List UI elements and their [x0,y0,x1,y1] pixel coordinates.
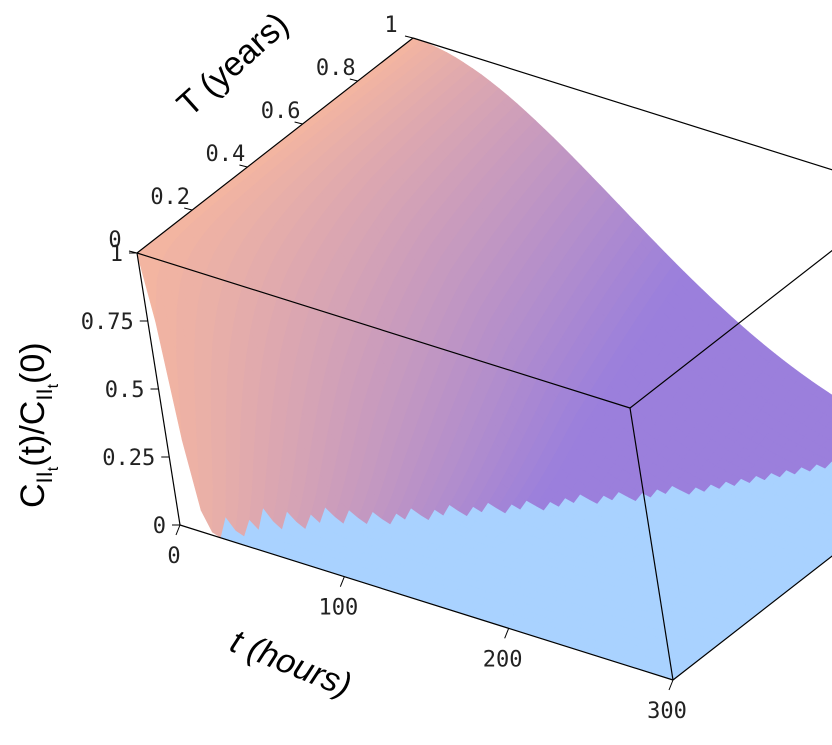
box-edge [412,37,832,171]
x-tick-mark [339,576,345,587]
y-tick-mark [294,121,303,125]
y-tick-label: 0 [108,228,121,253]
x-tick-mark [504,628,510,639]
z-axis-label: CIIt(t)/CIIt(0) [14,342,62,508]
box-edge [629,407,674,681]
surface-layer [136,37,832,681]
x-tick-label: 300 [647,699,687,724]
y-tick-mark [239,164,248,168]
box-edge [136,252,631,409]
box-edge [136,37,414,254]
box-edge [629,249,832,409]
y-tick-label: 0.6 [261,99,301,124]
z-tick-label: 0.75 [81,310,134,335]
x-tick-label: 200 [483,647,523,672]
y-tick-mark [404,35,414,39]
svg-text:CIIt(t)/CIIt(0): CIIt(t)/CIIt(0) [14,342,62,508]
x-tick-mark [175,524,181,536]
y-tick-label: 0.4 [206,142,246,167]
x-tick-mark [668,679,674,691]
z-tick-label: 0 [153,514,166,539]
x-tick-label: 0 [167,544,180,569]
y-tick-label: 0.8 [316,56,356,81]
z-tick-label: 1 [110,242,123,267]
y-tick-label: 0.2 [150,185,190,210]
box-edge [179,524,674,681]
y-tick-mark [349,78,358,82]
x-tick-label: 100 [318,596,358,621]
y-tick-mark [184,207,193,211]
x-axis-label: t (hours) [225,622,357,705]
z-tick-label: 0.5 [105,378,145,403]
box-edge [672,555,832,681]
z-tick-label: 0.25 [102,446,155,471]
y-tick-label: 1 [384,13,397,38]
